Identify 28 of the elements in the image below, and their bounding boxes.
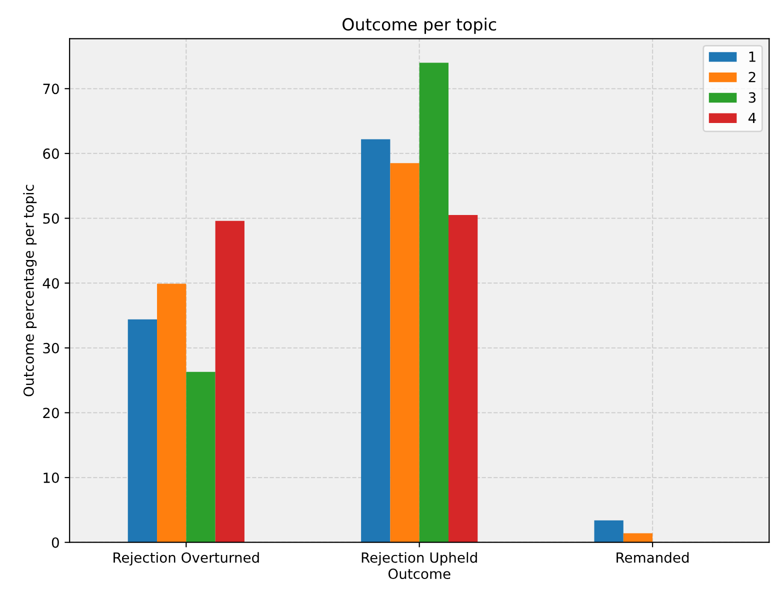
y-tick-label: 60 bbox=[43, 148, 59, 159]
x-tick-label: Rejection Overturned bbox=[114, 552, 259, 566]
x-tick-label: Rejection Upheld bbox=[362, 552, 477, 566]
bar bbox=[157, 284, 186, 542]
bar bbox=[186, 372, 216, 542]
bar bbox=[128, 319, 158, 542]
bar bbox=[448, 215, 478, 542]
bar bbox=[390, 163, 420, 542]
bar bbox=[215, 220, 244, 542]
x-axis-title: Outcome bbox=[388, 568, 450, 580]
legend-label: 2 bbox=[748, 72, 756, 82]
y-tick-label: 0 bbox=[52, 537, 59, 548]
y-tick-label: 30 bbox=[43, 342, 59, 354]
y-tick-label: 40 bbox=[42, 278, 59, 289]
bar bbox=[594, 520, 624, 542]
y-tick-label: 50 bbox=[43, 213, 59, 224]
bar bbox=[419, 62, 448, 542]
chart-title: Outcome per topic bbox=[342, 18, 496, 34]
y-axis-title: Outcome percentage per topic bbox=[23, 184, 37, 396]
legend-label: 1 bbox=[749, 52, 756, 62]
bar bbox=[361, 139, 390, 542]
y-tick-label: 20 bbox=[43, 408, 59, 418]
legend-label: 4 bbox=[748, 112, 756, 123]
y-tick-label: 10 bbox=[44, 472, 59, 484]
legend-label: 3 bbox=[748, 92, 756, 103]
x-tick-label: Remanded bbox=[616, 552, 689, 563]
y-tick-label: 70 bbox=[43, 84, 59, 94]
bar bbox=[623, 533, 653, 542]
